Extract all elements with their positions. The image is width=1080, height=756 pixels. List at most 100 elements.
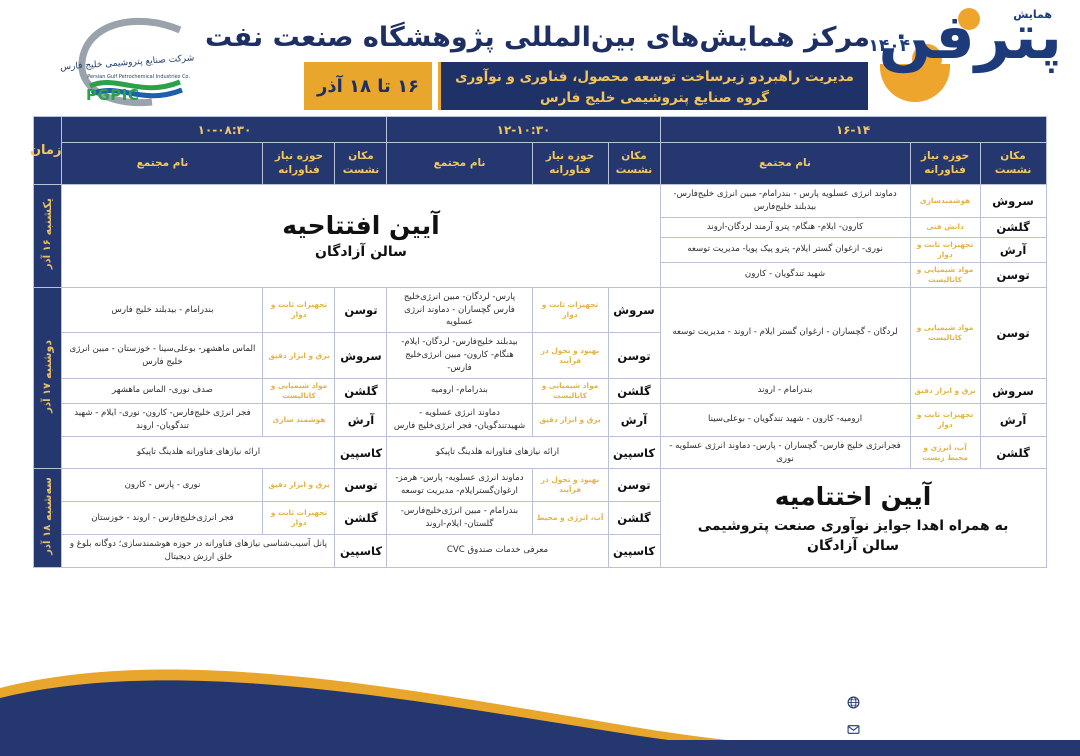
tech-cell: هوشمند سازی (262, 402, 336, 437)
place-cell: توسن (607, 468, 661, 503)
place-cell: سروش (334, 332, 388, 379)
table-row: گلشن آب، انرژی و محیط زیست فجرانرژی خلیج… (34, 435, 1047, 470)
petrofan-year: ۱۴۰۴ (868, 36, 910, 56)
complex-cell: بندرامام - مبین انرژی‌خلیج‌فارس- گلستان-… (386, 501, 533, 536)
place-cell: توسن (979, 286, 1047, 379)
complex-cell: نوری- ارغوان گستر ایلام- پترو پیک پویا- … (659, 236, 911, 263)
place-cell: آرش (334, 402, 388, 437)
organizer-line-1: مدیریت راهبردو زیرساخت توسعه محصول، فناو… (455, 69, 854, 86)
complex-cell: صدف نوری- الماس ماهشهر (61, 377, 264, 404)
col-complex-2: نام مجتمع (386, 142, 533, 185)
petrofan-wordmark: پترفن (878, 0, 1065, 73)
table-row: توسن مواد شیمیایی و کاتالیست لردگان - گچ… (33, 286, 1047, 470)
col-place-2: مکان نشست (607, 142, 661, 185)
complex-cell: بندرامام - اروند (659, 377, 911, 404)
day-label-2-text: دوشنبه ۱۷ آذر (41, 339, 55, 413)
col-complex-3: نام مجتمع (659, 142, 911, 185)
tech-cell: تجهیزات ثابت و دوار (531, 286, 609, 334)
organizer-line-2: گروه صنایع پتروشیمی خلیج فارس (540, 89, 769, 106)
pgpic-en-name: Persian Gulf Petrochemical Industries Co… (87, 74, 190, 80)
table-row: کاسپین معرفی خدمات صندوق CVC کاسپین پانل… (34, 534, 1046, 568)
tech-cell: برق و ابزار دقیق (909, 377, 981, 404)
day-label-1-text: یکشنبه ۱۶ آذر (41, 198, 55, 270)
email-text: petrofan@pgpic.ir (870, 720, 1020, 738)
website-text: petrofan.pgpic.ir (870, 693, 1010, 711)
table-row: آیین اختتامیه به همراه اهدا جوایز نوآوری… (33, 468, 1047, 568)
complex-cell-merged: ارائه نیازهای فناورانه هلدینگ تاپیکو (61, 435, 336, 470)
closing-ceremony-subtitle: به همراه اهدا جوایز نوآوری صنعت پتروشیمی (697, 518, 1009, 535)
col-tech-2: حوزه نیاز فناورانه (531, 142, 609, 185)
day-label-2: دوشنبه ۱۷ آذر (33, 286, 63, 470)
opening-ceremony-venue: سالن آزادگان (315, 244, 407, 261)
place-cell: گلشن (334, 501, 388, 536)
table-row: گلشن آب، انرژی و محیط بندرامام - مبین ان… (34, 501, 1046, 536)
time-slot-2: ۱۲-۱۰:۳۰ (386, 116, 661, 143)
logo-dot-large (912, 44, 942, 74)
tech-cell: تجهیزات ثابت و دوار (909, 236, 981, 263)
col-place-1: مکان نشست (334, 142, 388, 185)
tech-cell: آب، انرژی و محیط زیست (909, 435, 981, 470)
complex-cell: الماس ماهشهر- بوعلی‌سینا - خوزستان - مبی… (61, 332, 264, 379)
email-row[interactable]: petrofan@pgpic.ir (844, 720, 1020, 738)
schedule-table-wrap: ۱۶-۱۴ ۱۲-۱۰:۳۰ ۱۰-۰۸:۳۰ زمان مکان نشست ح… (0, 116, 1080, 568)
place-cell: گلشن (979, 435, 1047, 470)
complex-cell: پارس- لردگان- مبین انرژی‌خلیج فارس گچسار… (386, 286, 533, 334)
complex-cell: شهید تندگویان - کارون (659, 261, 911, 288)
tech-cell: بهبود و تحول در فرآیند (531, 332, 609, 379)
complex-cell: ارومیه- کارون - شهید تندگویان - بوعلی‌سی… (659, 402, 911, 437)
poster-footer: petrofan.pgpic.ir petrofan@pgpic.ir (0, 636, 1080, 756)
tech-cell: مواد شیمیایی و کاتالیست (262, 377, 336, 404)
day-label-3-text: سه‌شنبه ۱۸ آذر (41, 477, 55, 556)
place-cell: گلشن (334, 377, 388, 404)
complex-cell: دماوند انرژی عسلویه پارس - بندرامام- مبی… (659, 184, 911, 218)
place-cell: کاسپین (607, 534, 661, 568)
place-cell: سروش (979, 377, 1047, 404)
complex-cell: دماوند انرژی عسلویه- پارس- هرمز- ارغوان‌… (386, 468, 533, 503)
complex-cell: لردگان - گچساران - ارغوان گستر ایلام - ا… (659, 286, 911, 379)
table-row: سروش برق و ابزار دقیق بندرامام - اروند گ… (34, 377, 1047, 404)
footer-wave-decoration (0, 669, 1080, 756)
tech-cell: مواد شیمیایی و کاتالیست (909, 261, 981, 288)
table-row: سروش هوشمندسازی دماوند انرژی عسلویه پارس… (33, 184, 1047, 288)
place-cell: کاسپین (334, 435, 388, 470)
complex-cell: بندرامام- ارومیه (386, 377, 533, 404)
table-row: توسن بهبود و تحول در فرآیند بیدبلند خلیج… (34, 332, 1046, 379)
time-slot-3: ۱۶-۱۴ (659, 116, 1047, 143)
venue-title: مرکز همایش‌های بین‌المللی پژوهشگاه صنعت … (205, 22, 870, 53)
table-row: آرش تجهیزات ثابت و دوار نوری- ارغوان گست… (34, 236, 1047, 263)
closing-ceremony-title: آیین اختتامیه (774, 482, 932, 512)
place-cell: توسن (334, 286, 388, 334)
time-column-label: زمان (30, 116, 63, 185)
place-cell: گلشن (607, 377, 661, 404)
place-cell: آرش (607, 402, 661, 437)
complex-cell: بندرامام - بیدبلند خلیج فارس (61, 286, 264, 334)
globe-icon (844, 693, 862, 711)
complex-cell-merged: ارائه نیازهای فناورانه هلدینگ تاپیکو (386, 435, 609, 470)
table-row: آرش تجهیزات ثابت و دوار ارومیه- کارون - … (34, 402, 1047, 437)
tech-cell: برق و ابزار دقیق (531, 402, 609, 437)
day-label-3: سه‌شنبه ۱۸ آذر (33, 468, 63, 568)
place-cell: کاسپین (607, 435, 661, 470)
tech-cell: مواد شیمیایی و کاتالیست (531, 377, 609, 404)
date-badge: ۱۶ تا ۱۸ آذر (304, 62, 432, 110)
complex-cell: فجر انرژی خلیج‌فارس- کارون- نوری- ایلام … (61, 402, 264, 437)
petrofan-logo: پترفن همایش ۱۴۰۴ (865, 2, 1070, 114)
website-row[interactable]: petrofan.pgpic.ir (844, 693, 1020, 711)
col-tech-1: حوزه نیاز فناورانه (262, 142, 336, 185)
col-complex-1: نام مجتمع (61, 142, 264, 185)
complex-cell: بیدبلند خلیج‌فارس- لردگان- ایلام- هنگام-… (386, 332, 533, 379)
place-cell: آرش (979, 236, 1047, 263)
email-icon (844, 720, 862, 738)
tech-cell: برق و ابزار دقیق (262, 468, 336, 503)
pgpic-abbr: PGPIC (86, 86, 140, 104)
tech-cell: برق و ابزار دقیق (262, 332, 336, 379)
table-row: گلشن دانش فنی کارون- ایلام- هنگام- پترو … (34, 216, 1047, 238)
place-cell: آرش (979, 402, 1047, 437)
complex-cell: دماوند انرژی عسلویه - شهیدتندگویان- فجر … (386, 402, 533, 437)
complex-cell: نوری - پارس - کارون (61, 468, 264, 503)
col-tech-3: حوزه نیاز فناورانه (909, 142, 981, 185)
place-cell: کاسپین (334, 534, 388, 568)
complex-cell-merged: معرفی خدمات صندوق CVC (386, 534, 609, 568)
organizer-bar: مدیریت راهبردو زیرساخت توسعه محصول، فناو… (438, 62, 868, 110)
complex-cell-merged: پانل آسیب‌شناسی نیازهای فناورانه در حوزه… (61, 534, 336, 568)
